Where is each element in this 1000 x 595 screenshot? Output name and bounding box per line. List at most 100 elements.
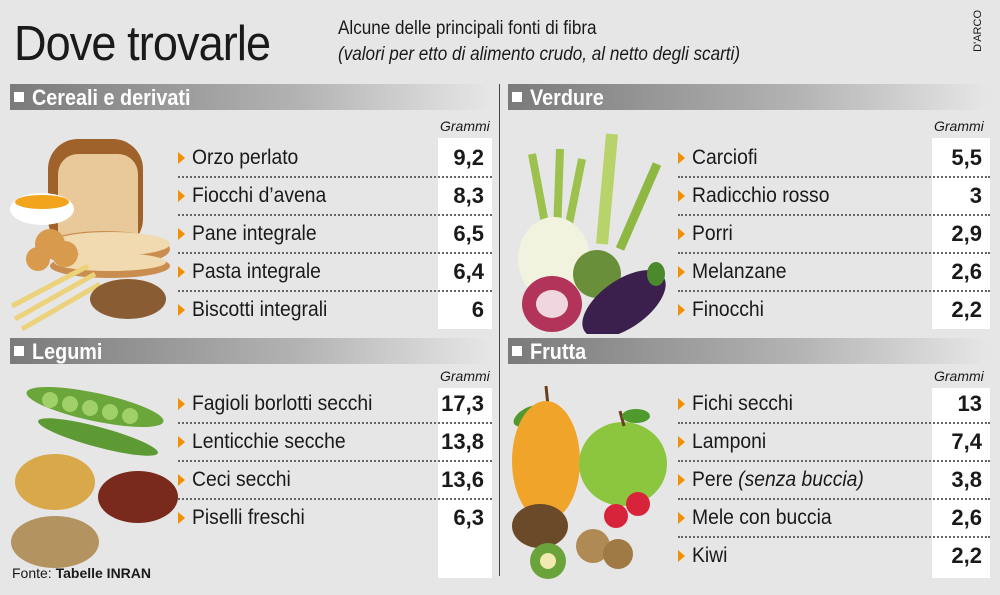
item-name: Pane integrale [192,222,317,245]
item-name: Porri [692,222,733,245]
arrow-icon [678,436,685,448]
panel-legumi: Legumi Grammi Fagioli borlotti secchi 17… [10,338,492,578]
list-item: Fichi secchi 13 [678,386,990,424]
item-value: 2,2 [951,543,982,568]
item-value: 6 [471,297,484,322]
item-value: 3 [969,183,982,208]
arrow-icon [678,190,685,202]
square-icon [512,92,522,102]
section-title: Cereali e derivati [32,85,191,110]
list-item: Pane integrale 6,5 [178,216,492,254]
list-item: Finocchi 2,2 [678,292,990,330]
list-item: Orzo perlato 9,2 [178,140,492,178]
dotted-separator [178,460,492,462]
list-item: Melanzane 2,6 [678,254,990,292]
item-name: Piselli freschi [192,506,305,529]
dotted-separator [678,460,990,462]
item-name: Finocchi [692,298,764,321]
item-name: Biscotti integrali [192,298,328,321]
item-value: 13 [957,391,982,416]
arrow-icon [178,152,185,164]
arrow-icon [178,436,185,448]
list-item: Piselli freschi 6,3 [178,500,492,538]
arrow-icon [678,398,685,410]
dotted-separator [678,176,990,178]
cereals-illustration-icon [10,139,170,332]
section-title: Frutta [530,339,587,364]
list-item: Fagioli borlotti secchi 17,3 [178,386,492,424]
arrow-icon [178,190,185,202]
item-value: 8,3 [453,183,484,208]
square-icon [512,346,522,356]
dotted-separator [678,252,990,254]
list-item: Pasta integrale 6,4 [178,254,492,292]
item-value: 5,5 [951,145,982,170]
dotted-separator [178,422,492,424]
section-title: Legumi [32,339,103,364]
list-item: Lenticchie secche 13,8 [178,424,492,462]
item-name: Lamponi [692,430,767,453]
units-label: Grammi [440,118,490,134]
item-name: Fagioli borlotti secchi [192,392,373,415]
arrow-icon [678,512,685,524]
item-value: 2,6 [951,259,982,284]
vegetables-illustration-icon [518,133,666,334]
item-name: Radicchio rosso [692,184,830,207]
units-label: Grammi [934,118,984,134]
dotted-separator [678,536,990,538]
square-icon [14,346,24,356]
dotted-separator [178,290,492,292]
item-value: 6,5 [453,221,484,246]
item-name: Lenticchie secche [192,430,346,453]
arrow-icon [178,512,185,524]
subtitle-note: (valori per etto di alimento crudo, al n… [338,44,741,65]
panel-frutta: Frutta Grammi Fichi secchi 13 Lamponi 7,… [508,338,990,579]
list-item: Biscotti integrali 6 [178,292,492,330]
item-name: Kiwi [692,544,728,567]
item-value: 13,6 [441,467,484,492]
list-item: Ceci secchi 13,6 [178,462,492,500]
arrow-icon [678,474,685,486]
value-column [932,388,990,578]
arrow-icon [678,228,685,240]
item-value: 6,4 [453,259,484,284]
source-note: Fonte: Tabelle INRAN [12,565,151,581]
dotted-separator [678,422,990,424]
list-item: Lamponi 7,4 [678,424,990,462]
arrow-icon [678,266,685,278]
item-value: 2,2 [951,297,982,322]
arrow-icon [178,474,185,486]
dotted-separator [178,214,492,216]
arrow-icon [678,152,685,164]
item-name: Orzo perlato [192,146,299,169]
dotted-separator [678,290,990,292]
item-name: Ceci secchi [192,468,291,491]
item-name: Melanzane [692,260,787,283]
dotted-separator [178,252,492,254]
section-title: Verdure [530,85,604,110]
dotted-separator [178,176,492,178]
item-name: Fiocchi d’avena [192,184,327,207]
section-header: Cereali e derivati [10,84,490,110]
value-column [438,138,492,329]
dotted-separator [178,498,492,500]
item-name: Pasta integrale [192,260,321,283]
item-value: 2,9 [951,221,982,246]
author-credit: D'ARCO [972,10,984,52]
item-value: 17,3 [441,391,484,416]
item-name-text: Pere [692,468,733,491]
dotted-separator [678,498,990,500]
list-item: Mele con buccia 2,6 [678,500,990,538]
item-name: Carciofi [692,146,758,169]
panel-verdure: Verdure Grammi Carciofi 5,5 Radicchio ro… [508,84,990,334]
page-title: Dove trovarle [14,17,271,71]
arrow-icon [178,304,185,316]
section-header: Verdure [508,84,988,110]
arrow-icon [678,304,685,316]
item-name-note: (senza buccia) [738,468,864,491]
list-item: Fiocchi d’avena 8,3 [178,178,492,216]
item-value: 13,8 [441,429,484,454]
dotted-separator [678,214,990,216]
item-value: 9,2 [453,145,484,170]
source-value: Tabelle INRAN [55,565,152,581]
